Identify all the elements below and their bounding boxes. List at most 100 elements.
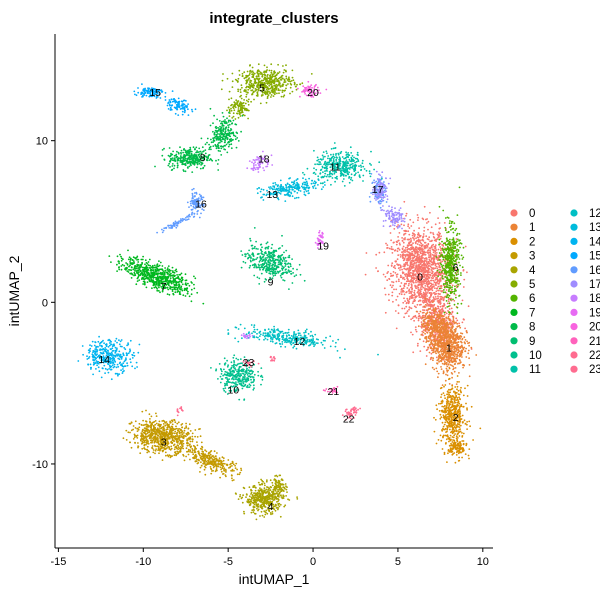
point	[450, 388, 453, 391]
point	[435, 240, 437, 243]
point	[256, 493, 259, 496]
point	[433, 262, 436, 265]
point	[434, 350, 437, 353]
point	[432, 243, 435, 246]
point	[429, 311, 431, 314]
point	[437, 237, 439, 239]
point	[454, 461, 457, 464]
point	[418, 274, 421, 277]
point	[433, 254, 436, 256]
point	[447, 315, 450, 318]
point	[406, 278, 409, 281]
point	[450, 307, 453, 310]
point	[461, 351, 463, 354]
point	[458, 406, 461, 409]
point	[405, 312, 408, 314]
point	[467, 454, 470, 457]
point	[404, 273, 406, 276]
point	[186, 444, 189, 447]
point	[406, 246, 409, 249]
point	[165, 433, 168, 435]
point	[424, 316, 426, 318]
point	[440, 290, 442, 292]
point	[429, 343, 432, 346]
point	[446, 365, 449, 368]
point	[453, 391, 455, 393]
point	[257, 489, 260, 492]
point	[417, 240, 420, 243]
point	[452, 365, 454, 368]
point	[409, 252, 411, 255]
point	[394, 272, 397, 274]
point	[443, 385, 445, 388]
point	[399, 285, 402, 288]
point	[415, 246, 418, 249]
point	[426, 285, 429, 288]
point	[433, 339, 436, 341]
point	[147, 442, 150, 445]
point	[446, 404, 448, 407]
point	[441, 325, 443, 328]
point	[419, 239, 421, 242]
point	[422, 240, 425, 242]
point	[438, 313, 440, 316]
point	[426, 298, 429, 300]
point	[443, 360, 446, 363]
point	[429, 327, 432, 330]
point	[461, 299, 464, 302]
point	[432, 351, 434, 354]
point	[418, 227, 420, 230]
point	[412, 270, 415, 273]
point	[417, 325, 420, 328]
point	[454, 358, 456, 361]
point	[446, 425, 449, 428]
point	[418, 270, 420, 273]
point	[444, 427, 447, 430]
point	[416, 251, 418, 254]
point	[414, 259, 416, 262]
point	[285, 488, 288, 491]
point	[403, 285, 406, 288]
point	[390, 239, 392, 242]
point	[196, 436, 199, 438]
point	[455, 350, 457, 352]
point	[404, 312, 407, 315]
point	[431, 287, 433, 289]
point	[407, 223, 410, 226]
point	[444, 295, 447, 298]
point	[427, 336, 430, 339]
point	[260, 510, 263, 513]
point	[397, 236, 399, 238]
point	[414, 251, 417, 253]
point	[433, 327, 435, 330]
point	[271, 481, 274, 484]
point	[257, 499, 260, 502]
point	[437, 285, 440, 288]
point	[278, 502, 281, 505]
point	[457, 404, 459, 407]
point	[208, 451, 210, 454]
point	[440, 366, 442, 368]
point	[442, 309, 444, 312]
point	[159, 448, 162, 450]
point	[443, 453, 446, 455]
point	[431, 248, 434, 251]
point	[429, 249, 431, 252]
point	[174, 452, 177, 454]
point	[432, 236, 435, 238]
point	[396, 263, 398, 266]
point	[219, 466, 222, 469]
point	[189, 458, 191, 461]
point	[154, 452, 156, 455]
point	[440, 298, 443, 301]
point	[423, 226, 426, 229]
point	[408, 233, 411, 236]
point	[170, 455, 173, 458]
point	[425, 326, 427, 328]
point	[429, 335, 431, 337]
point	[404, 255, 407, 258]
point	[180, 424, 183, 426]
point	[428, 298, 431, 301]
point	[392, 271, 395, 273]
point	[415, 266, 418, 268]
